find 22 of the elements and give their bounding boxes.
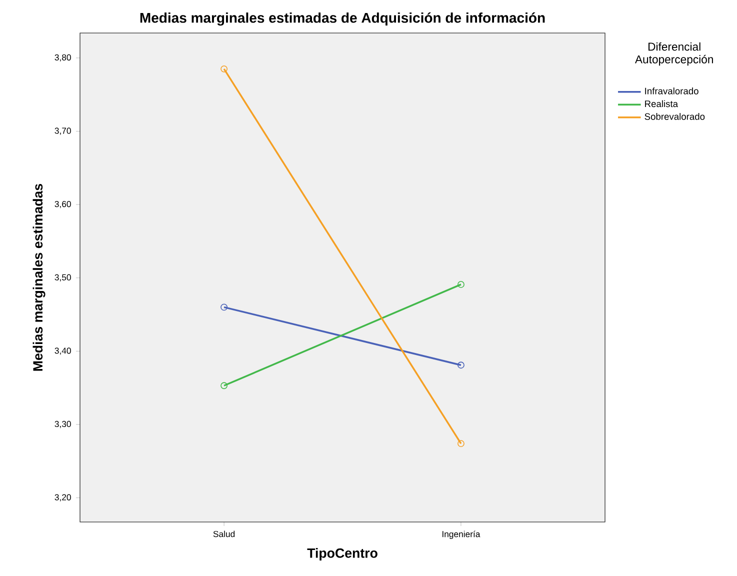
point: [220, 65, 228, 72]
y-axis-title: Medias marginales estimadas: [32, 184, 46, 371]
y-tick-label: 3,40: [54, 348, 71, 355]
point: [458, 440, 464, 448]
y-tick-label: 3,20: [54, 494, 71, 502]
point: [458, 281, 464, 288]
point: [220, 304, 228, 311]
point: [220, 382, 228, 390]
y-tick-label: 3,80: [54, 54, 71, 62]
legend-label: Realista: [645, 100, 678, 108]
legend-title: Diferencial Autopercepción: [634, 42, 713, 66]
legend-label: Infravalorado: [645, 88, 698, 94]
point: [458, 362, 464, 369]
x-tick-label: Salud: [213, 530, 235, 538]
x-tick-label: Ingeniería: [442, 530, 480, 539]
y-tick-label: 3,60: [54, 200, 71, 208]
y-tick-label: 3,30: [54, 420, 71, 428]
y-tick-label: 3,50: [54, 274, 71, 282]
y-tick-label: 3,70: [54, 128, 71, 135]
chart-title: Medias marginales estimadas de Adquisición de información: [140, 12, 545, 26]
x-axis-title: TipoCentro: [307, 548, 378, 560]
legend-label: Sobrevalorado: [644, 113, 705, 120]
